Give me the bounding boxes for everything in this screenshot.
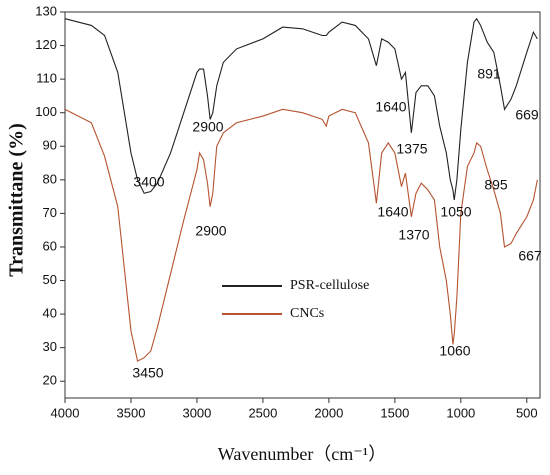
y-tick-label: 110 xyxy=(36,71,57,86)
spectrum-line xyxy=(64,17,538,201)
peak-label: 1640 xyxy=(377,204,408,220)
y-tick-label: 120 xyxy=(35,37,57,52)
peak-label: 891 xyxy=(477,66,501,82)
y-tick-label: 90 xyxy=(43,138,57,153)
y-tick-label: 130 xyxy=(35,3,57,18)
peak-label: 669 xyxy=(515,107,539,123)
y-tick-label: 20 xyxy=(43,373,57,388)
y-tick-label: 30 xyxy=(43,339,57,354)
y-tick-label: 40 xyxy=(43,306,57,321)
x-tick-label: 1000 xyxy=(446,405,475,420)
y-tick-label: 60 xyxy=(43,238,57,253)
legend-label: PSR-cellulose xyxy=(290,278,369,293)
x-axis-label: Wavenumber（cm⁻¹） xyxy=(218,444,386,464)
y-axis-label: Transmittane (%) xyxy=(6,123,28,277)
peak-label: 1050 xyxy=(440,204,471,220)
peak-label: 1370 xyxy=(398,227,429,243)
peak-label: 667 xyxy=(518,248,542,264)
x-tick-label: 3000 xyxy=(182,405,211,420)
x-tick-label: 4000 xyxy=(51,405,80,420)
peak-label: 3400 xyxy=(133,174,164,190)
y-tick-label: 100 xyxy=(35,104,57,119)
peak-label: 1375 xyxy=(396,141,427,157)
plot-frame xyxy=(64,11,541,399)
peak-label: 1060 xyxy=(439,343,470,359)
x-tick-label: 2000 xyxy=(314,405,343,420)
y-tick-label: 80 xyxy=(43,171,57,186)
peak-label: 3450 xyxy=(132,365,163,381)
peak-label: 2900 xyxy=(195,223,226,239)
peak-label: 1640 xyxy=(375,99,406,115)
x-tick-label: 3500 xyxy=(117,405,146,420)
peak-label: 2900 xyxy=(192,119,223,135)
x-tick-label: 500 xyxy=(516,405,538,420)
legend-label: CNCs xyxy=(290,306,324,321)
x-tick-label: 1500 xyxy=(380,405,409,420)
y-tick-label: 70 xyxy=(43,205,57,220)
y-tick-label: 50 xyxy=(43,272,57,287)
x-tick-label: 2500 xyxy=(248,405,277,420)
spectrum-line xyxy=(64,108,538,362)
peak-label: 895 xyxy=(484,177,508,193)
